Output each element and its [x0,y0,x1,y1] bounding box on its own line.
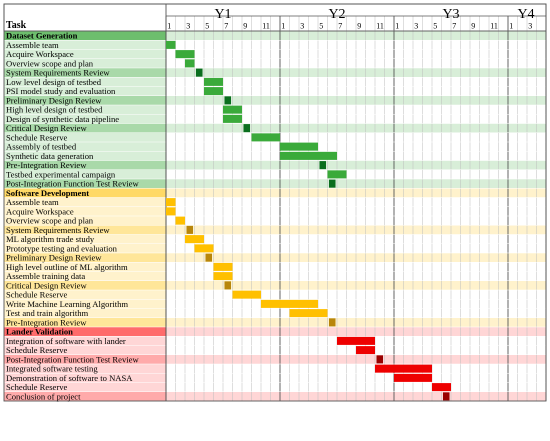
year-label-y3: Y3 [442,7,459,22]
task-bar [223,106,242,114]
header-frame [4,4,546,31]
task-bar [195,244,214,252]
milestone-marker [320,161,327,169]
month-tick-label: 9 [471,22,475,31]
milestone-marker [225,281,232,289]
task-bar [280,143,318,151]
milestone-marker [206,254,213,262]
month-tick-label: 11 [376,22,384,31]
task-bar [280,152,337,160]
month-tick-label: 5 [433,22,437,31]
task-bar [290,309,328,317]
month-tick-label: 5 [205,22,209,31]
month-tick-label: 3 [300,22,304,31]
task-bar [176,50,195,58]
task-bar [166,198,176,206]
month-tick-label: 11 [262,22,270,31]
month-tick-label: 7 [224,22,228,31]
task-bar [214,263,233,271]
month-tick-label: 3 [528,22,532,31]
milestone-marker [329,180,336,188]
month-tick-label: 3 [414,22,418,31]
year-label-y4: Y4 [517,7,534,22]
month-tick-label: 1 [281,22,285,31]
task-bar [337,337,375,345]
task-column-header: Task [6,20,27,31]
task-bar [204,78,223,86]
milestone-marker [329,318,336,326]
task-bar [432,383,451,391]
task-bar [328,170,347,178]
milestone-marker [443,392,450,400]
task-label: Conclusion of project [6,391,81,401]
task-bar [356,346,375,354]
month-tick-label: 9 [243,22,247,31]
milestone-marker [187,226,194,234]
milestone-marker [244,124,251,132]
month-tick-label: 1 [509,22,513,31]
month-tick-label: 9 [357,22,361,31]
task-bar [166,207,176,215]
task-bar [176,217,186,225]
month-tick-label: 11 [490,22,498,31]
month-ticks: 1 3 5 7 9 11 1 3 5 7 9 11 1 3 5 7 9 11 1 3 [167,22,532,31]
task-bar [394,374,432,382]
milestone-marker [225,96,232,104]
task-bar [375,365,432,373]
month-tick-label: 3 [186,22,190,31]
month-tick-label: 7 [338,22,342,31]
year-label-y2: Y2 [328,7,345,22]
task-bar [261,300,318,308]
task-bar [233,291,262,299]
month-tick-label: 1 [395,22,399,31]
task-bar [223,115,242,123]
month-tick-label: 1 [167,22,171,31]
month-tick-label: 7 [452,22,456,31]
task-bar [185,59,195,67]
task-bar [166,41,176,49]
milestone-marker [377,355,384,363]
month-tick-label: 5 [319,22,323,31]
task-bar [185,235,204,243]
task-bar [214,272,233,280]
year-label-y1: Y1 [214,7,231,22]
task-bar [204,87,223,95]
task-bar [252,133,281,141]
milestone-marker [196,69,203,77]
